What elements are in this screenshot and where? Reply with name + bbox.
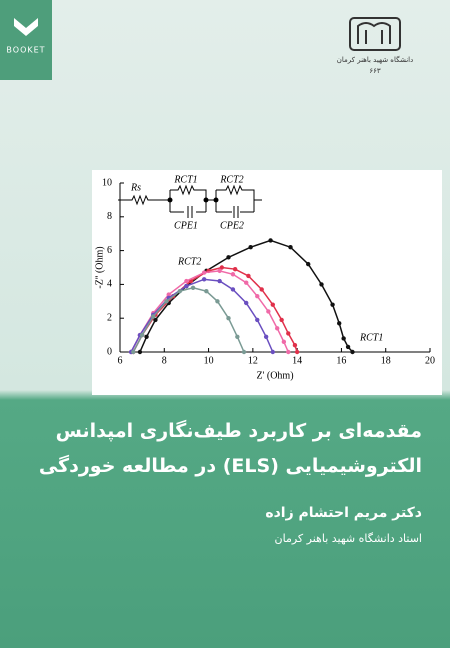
data-point bbox=[337, 321, 342, 326]
data-point bbox=[177, 288, 182, 294]
data-point bbox=[244, 300, 249, 306]
y-tick-label: 0 bbox=[107, 346, 112, 357]
data-point bbox=[281, 339, 287, 345]
data-point bbox=[345, 344, 351, 350]
x-tick-label: 12 bbox=[248, 355, 258, 366]
data-point bbox=[279, 317, 284, 323]
publisher-logo bbox=[14, 18, 38, 36]
x-tick-label: 16 bbox=[336, 355, 346, 366]
data-point bbox=[286, 349, 291, 355]
data-point bbox=[270, 349, 275, 355]
data-point bbox=[275, 326, 280, 331]
data-point bbox=[235, 334, 240, 339]
data-point bbox=[226, 255, 231, 260]
author: دکتر مریم احتشام زاده bbox=[265, 505, 422, 521]
circuit-label: CPE2 bbox=[220, 220, 244, 231]
university-name: دانشگاه شهید باهنر کرمان bbox=[337, 55, 413, 64]
data-point bbox=[204, 288, 209, 294]
y-tick-label: 8 bbox=[107, 211, 112, 222]
series-line bbox=[130, 270, 289, 353]
university-logo bbox=[349, 17, 401, 51]
data-point bbox=[230, 272, 236, 277]
data-point bbox=[255, 317, 260, 323]
data-point bbox=[270, 302, 275, 307]
data-point bbox=[217, 278, 222, 284]
data-point bbox=[286, 331, 291, 336]
x-tick-label: 20 bbox=[425, 355, 435, 366]
circuit-label: RCT2 bbox=[219, 174, 243, 185]
data-point bbox=[230, 287, 236, 292]
data-point bbox=[151, 314, 156, 319]
data-point bbox=[201, 277, 207, 282]
data-point bbox=[306, 261, 311, 267]
x-tick-label: 10 bbox=[204, 355, 214, 366]
data-point bbox=[341, 336, 346, 341]
publisher-band bbox=[0, 0, 52, 80]
x-tick-label: 6 bbox=[118, 355, 123, 366]
publisher-name: BOOKET bbox=[6, 46, 45, 55]
circuit bbox=[118, 184, 262, 218]
data-point bbox=[190, 285, 196, 290]
annotation: RCT2 bbox=[177, 256, 201, 267]
x-tick-label: 18 bbox=[381, 355, 391, 366]
data-point bbox=[184, 278, 189, 284]
data-point bbox=[153, 317, 158, 323]
data-point bbox=[219, 265, 225, 270]
series-line bbox=[130, 278, 274, 353]
data-point bbox=[201, 270, 207, 275]
data-point bbox=[248, 245, 253, 250]
data-point bbox=[241, 349, 247, 355]
data-point bbox=[268, 238, 273, 243]
data-point bbox=[226, 316, 231, 321]
data-point bbox=[144, 334, 149, 339]
circuit-label: CPE1 bbox=[174, 220, 198, 231]
series-number: ۶۶۳ bbox=[369, 67, 381, 75]
data-point bbox=[131, 349, 136, 355]
circuit-label: Rs bbox=[130, 182, 141, 193]
chart: 6 8 10 12 14 16 18 20 0 2 4 6 8 10 Z' (Ohm) -Z'' (Ohm) R… bbox=[94, 174, 435, 381]
data-point bbox=[263, 334, 269, 339]
data-point bbox=[244, 280, 249, 285]
y-tick-label: 4 bbox=[107, 279, 112, 290]
y-axis-label: -Z'' (Ohm) bbox=[94, 246, 105, 288]
title-line: الکتروشیمیایی (ELS) در مطالعه خوردگی bbox=[38, 455, 422, 477]
data-point bbox=[166, 292, 171, 297]
data-point bbox=[139, 332, 145, 338]
data-point bbox=[259, 287, 264, 292]
circuit-label: RCT1 bbox=[173, 174, 197, 185]
title-line: مقدمه‌ای بر کاربرد طیف‌نگاری امپدانس bbox=[55, 420, 422, 442]
data-point bbox=[330, 302, 335, 307]
data-point bbox=[164, 299, 169, 304]
data-point bbox=[137, 349, 143, 355]
data-point bbox=[292, 343, 298, 348]
x-axis-label: Z' (Ohm) bbox=[256, 370, 293, 381]
data-point bbox=[294, 349, 300, 355]
data-point bbox=[255, 294, 260, 299]
affiliation: استاد دانشگاه شهید باهنر کرمان bbox=[274, 532, 422, 545]
x-tick-label: 14 bbox=[292, 355, 302, 366]
y-tick-label: 10 bbox=[102, 177, 112, 188]
annotation: RCT1 bbox=[359, 332, 383, 343]
x-tick-label: 8 bbox=[162, 355, 167, 366]
y-tick-label: 2 bbox=[107, 312, 112, 323]
data-point bbox=[217, 268, 222, 274]
data-point bbox=[266, 309, 271, 314]
data-point bbox=[319, 282, 324, 287]
data-point bbox=[215, 299, 220, 304]
data-point bbox=[232, 266, 238, 272]
data-point bbox=[288, 245, 293, 250]
data-point bbox=[184, 283, 189, 289]
data-point bbox=[246, 273, 251, 279]
chart-panel bbox=[92, 170, 442, 395]
y-tick-label: 6 bbox=[107, 245, 112, 256]
data-point bbox=[350, 349, 355, 355]
